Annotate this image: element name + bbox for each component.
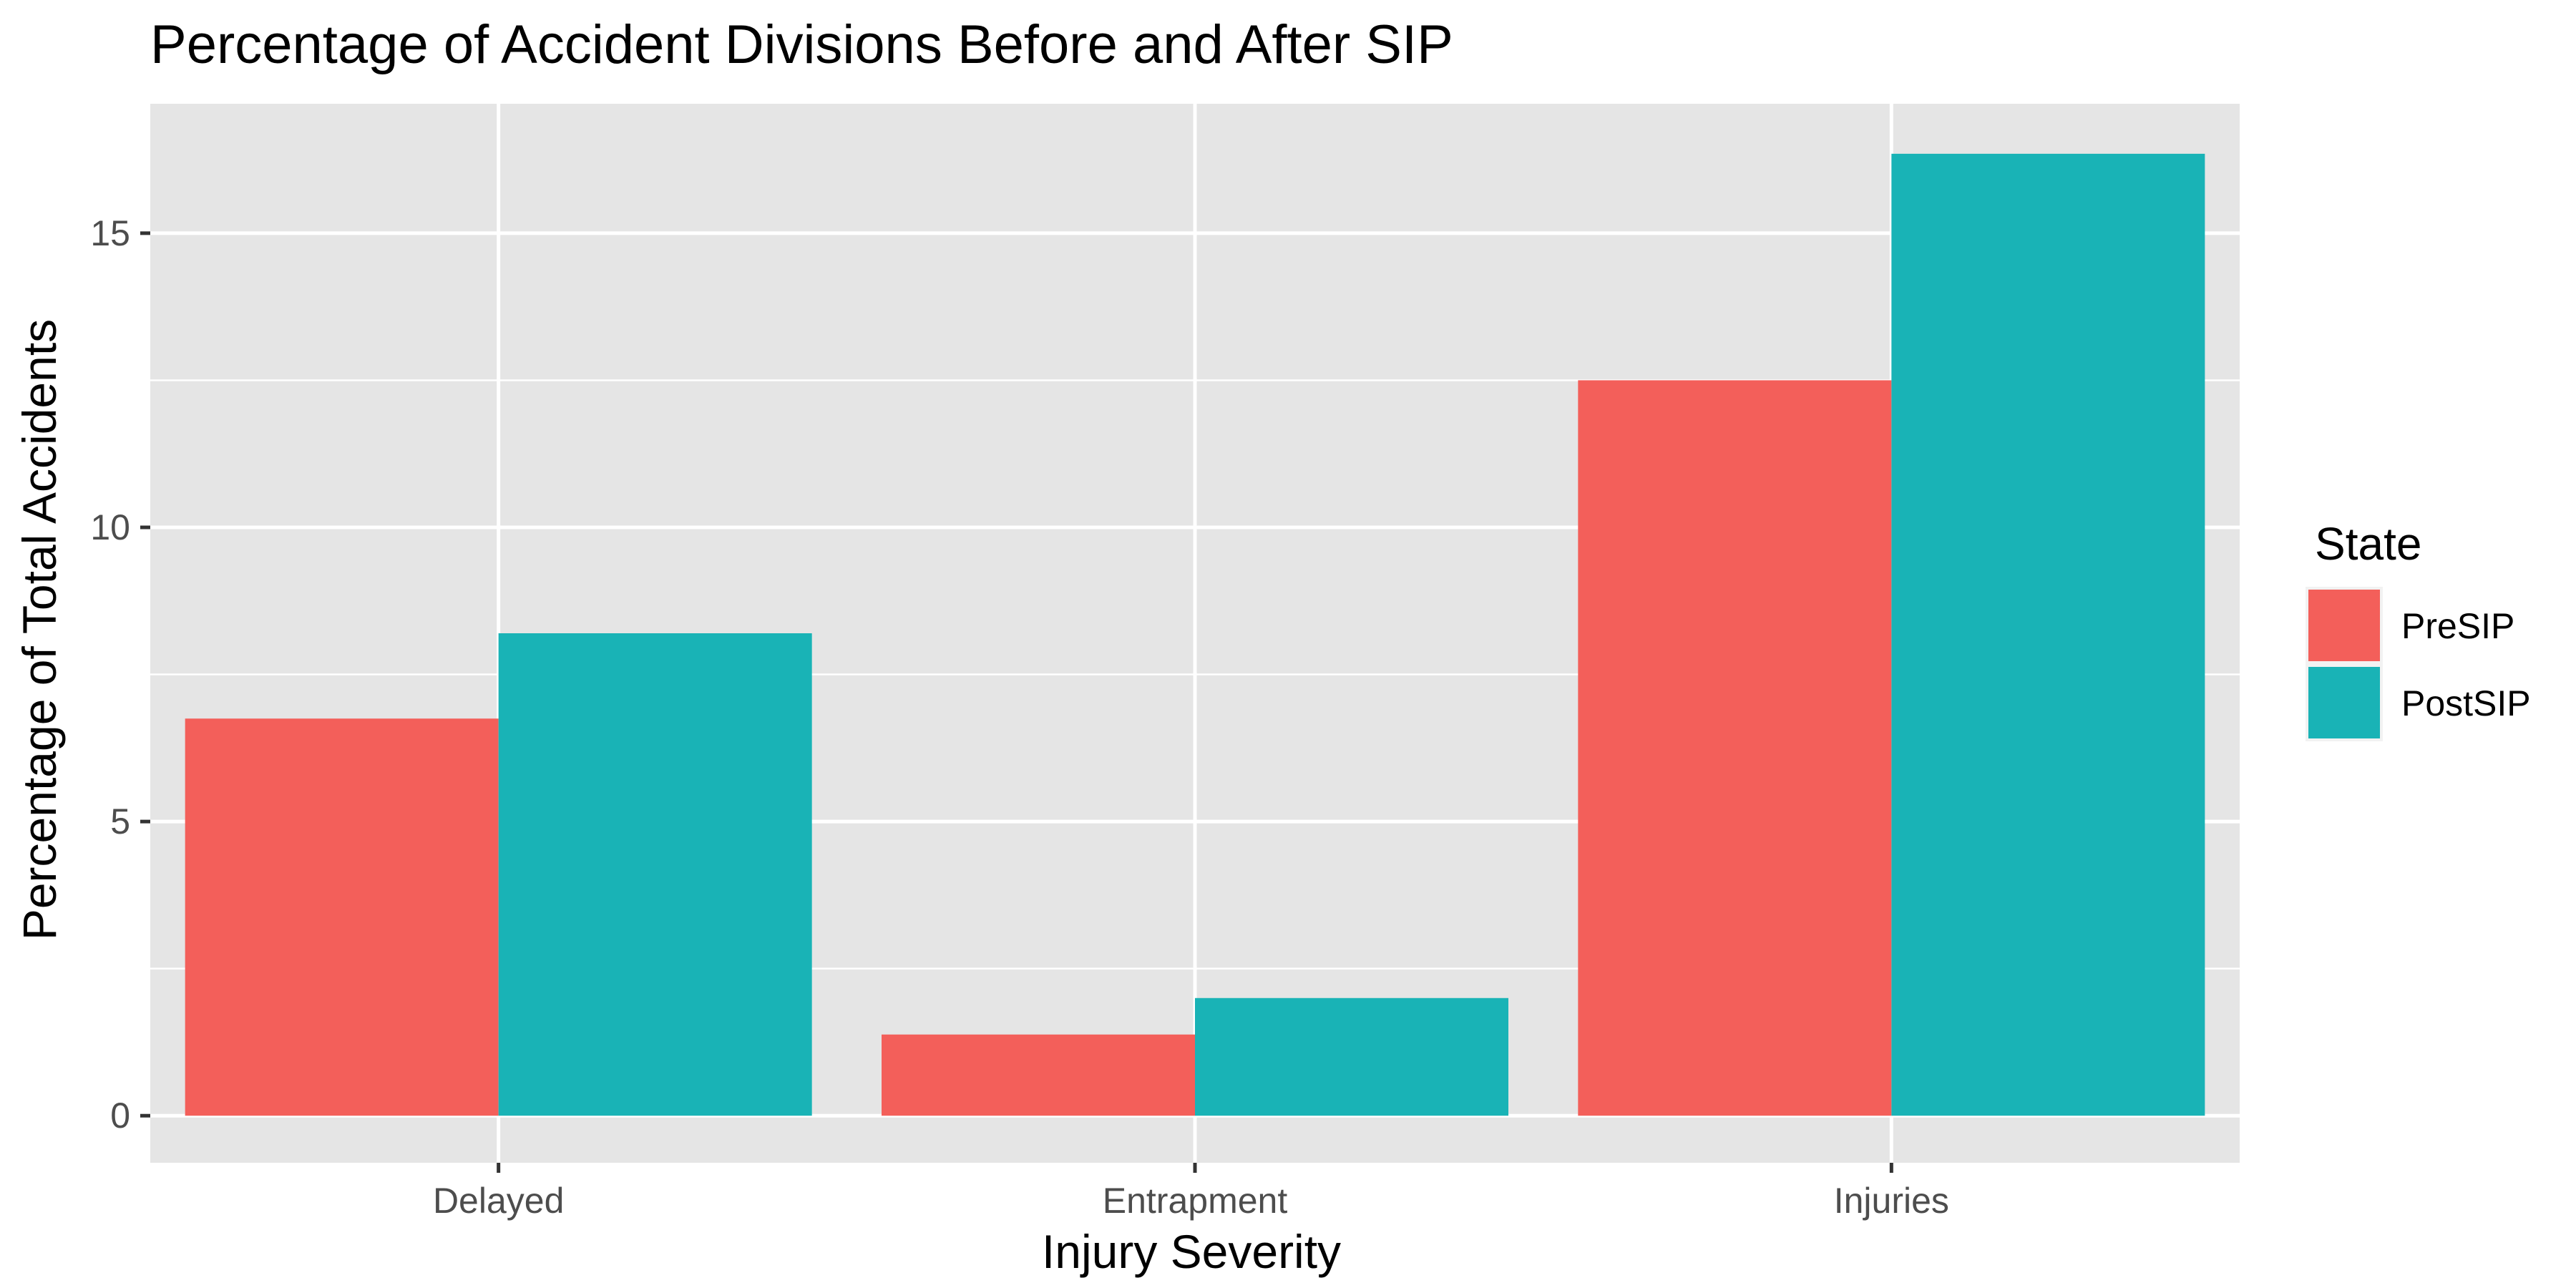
chart-title: Percentage of Accident Divisions Before …	[150, 14, 1453, 75]
legend-title: State	[2315, 518, 2421, 570]
y-axis: 0 5 10 15	[90, 213, 150, 1136]
x-axis: Delayed Entrapment Injuries	[433, 1163, 1949, 1221]
x-tick-label: Delayed	[433, 1181, 564, 1221]
y-tick-label: 10	[90, 507, 130, 547]
bar-presip-injuries	[1578, 380, 1892, 1116]
bar-postsip-entrapment	[1195, 997, 1508, 1116]
legend-label-presip: PreSIP	[2401, 606, 2514, 646]
bar-postsip-injuries	[1891, 153, 2205, 1116]
y-tick-label: 5	[110, 801, 130, 841]
legend: State PreSIP PostSIP	[2306, 518, 2531, 741]
legend-label-postsip: PostSIP	[2401, 683, 2531, 723]
x-tick-label: Injuries	[1834, 1181, 1949, 1221]
y-axis-title: Percentage of Total Accidents	[13, 319, 66, 940]
bar-presip-delayed	[185, 718, 499, 1116]
bar-presip-entrapment	[882, 1034, 1195, 1116]
x-axis-title: Injury Severity	[1042, 1225, 1341, 1278]
y-tick-label: 0	[110, 1096, 130, 1136]
legend-swatch-postsip	[2308, 667, 2380, 738]
bar-postsip-delayed	[498, 633, 812, 1116]
x-tick-label: Entrapment	[1103, 1181, 1288, 1221]
bars-group	[185, 153, 2205, 1116]
legend-swatch-presip	[2308, 590, 2380, 661]
y-tick-label: 15	[90, 213, 130, 253]
